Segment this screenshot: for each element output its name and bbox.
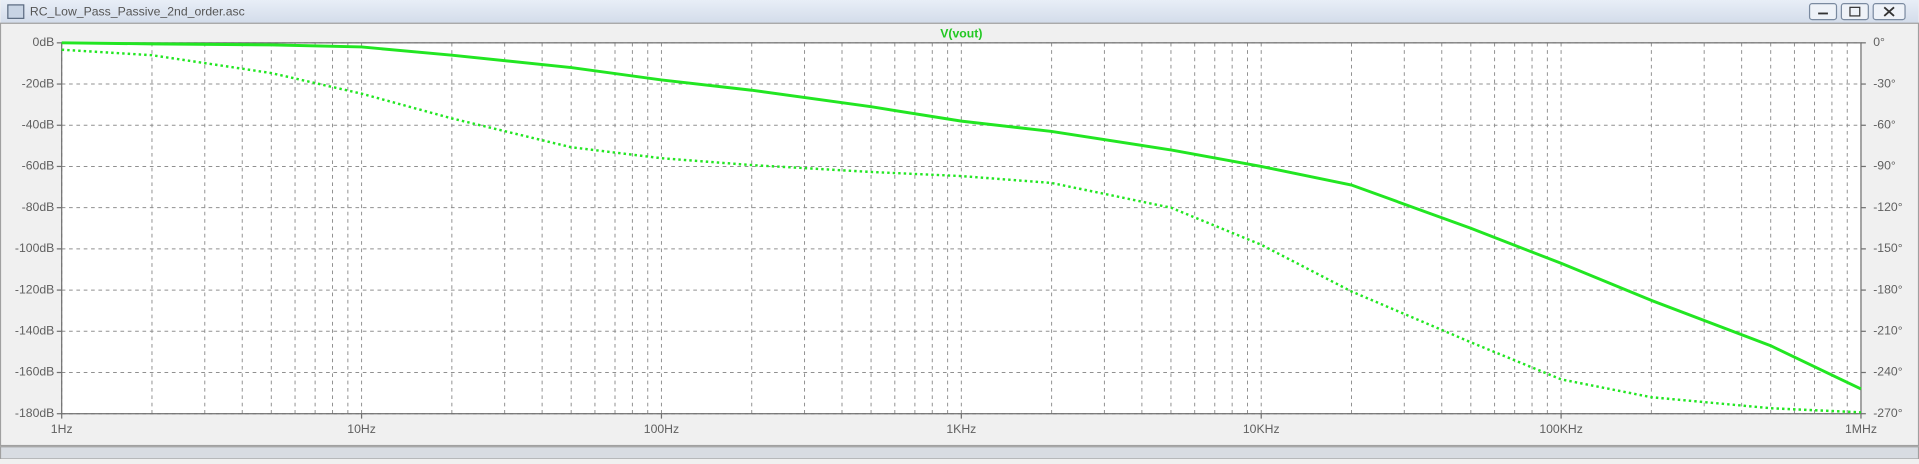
- plot-border: [61, 42, 1862, 415]
- x-tick-label: 1Hz: [51, 422, 73, 436]
- y2-tick-label: -90°: [1873, 159, 1896, 173]
- y2-tick-label: -150°: [1873, 241, 1902, 255]
- y2-tick-label: -60°: [1873, 117, 1896, 131]
- y-tick-label: -160dB: [15, 365, 54, 379]
- y-tick-label: -100dB: [15, 241, 54, 255]
- y2-tick-label: -180°: [1873, 282, 1902, 296]
- series-line: [61, 41, 1862, 391]
- y-tick-label: -40dB: [22, 117, 55, 131]
- x-tick-label: 100KHz: [1539, 422, 1583, 436]
- y2-tick-label: -210°: [1873, 324, 1902, 338]
- y2-tick-label: -30°: [1873, 76, 1896, 90]
- x-tick-label: 100Hz: [644, 422, 679, 436]
- x-tick-label: 10Hz: [347, 422, 376, 436]
- y-tick-label: -60dB: [22, 159, 55, 173]
- y2-tick-label: -270°: [1873, 406, 1902, 420]
- x-tick-label: 10KHz: [1243, 422, 1280, 436]
- y-tick-label: -20dB: [22, 76, 55, 90]
- y2-tick-label: 0°: [1873, 35, 1885, 49]
- y-tick-label: 0dB: [33, 35, 55, 49]
- y-tick-label: -180dB: [15, 406, 54, 420]
- window-title: RC_Low_Pass_Passive_2nd_order.asc: [30, 4, 245, 18]
- series-line: [61, 48, 1862, 414]
- title-bar: [0, 0, 1919, 24]
- x-tick-label: 1KHz: [946, 422, 976, 436]
- minimize-button[interactable]: [1808, 3, 1838, 21]
- y-tick-label: -80dB: [22, 200, 55, 214]
- window-buttons: [1808, 3, 1906, 21]
- y2-tick-label: -120°: [1873, 200, 1902, 214]
- chart-title: V(vout): [940, 27, 982, 41]
- y-tick-label: -120dB: [15, 282, 54, 296]
- y2-tick-label: -240°: [1873, 365, 1902, 379]
- status-bar: [0, 446, 1919, 460]
- app-icon: [7, 4, 25, 19]
- maximize-button[interactable]: [1840, 3, 1869, 21]
- x-tick-label: 1MHz: [1845, 422, 1877, 436]
- y-tick-label: -140dB: [15, 324, 54, 338]
- plot: 1Hz 10Hz 100Hz 1KHz 10KHz 100KHz 1MHz 0dB -20dB -…: [15, 35, 1903, 436]
